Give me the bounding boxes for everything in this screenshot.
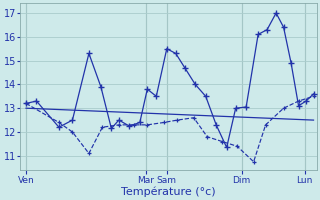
X-axis label: Température (°c): Température (°c) [121, 186, 216, 197]
